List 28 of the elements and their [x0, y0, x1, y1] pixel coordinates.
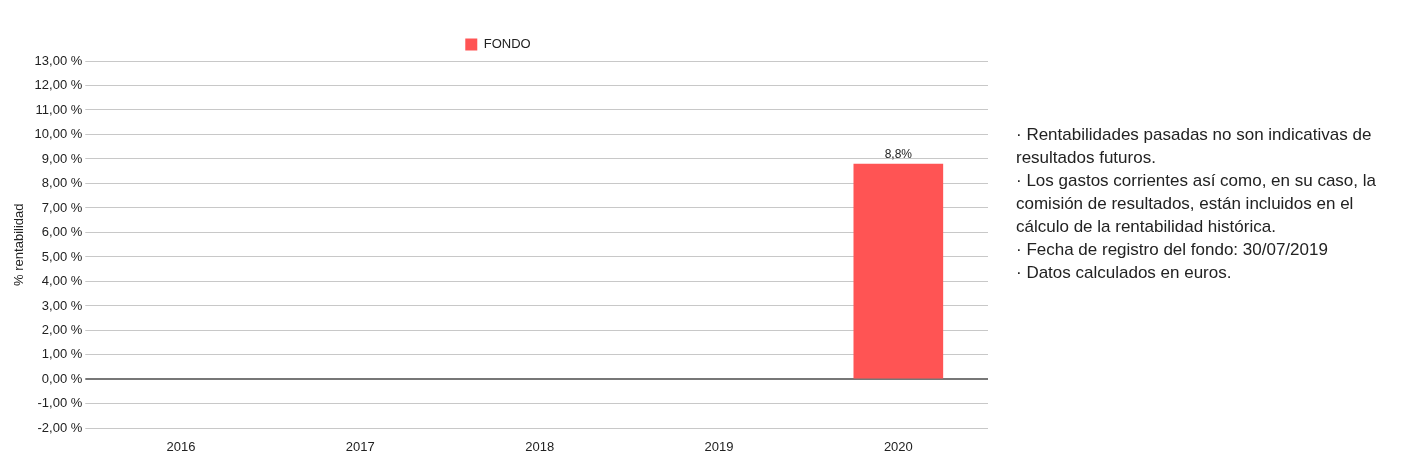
y-tick-label: 4,00 % [41, 273, 83, 289]
data-label: 8,8% [884, 147, 913, 162]
y-tick-label: -2,00 % [37, 419, 83, 435]
x-tick-label: 2016 [166, 438, 196, 454]
y-tick-label: 13,00 % [34, 52, 83, 68]
y-tick-label: 9,00 % [41, 150, 83, 166]
y-tick-label: 1,00 % [41, 346, 83, 362]
y-tick-label: 12,00 % [34, 77, 83, 93]
text: · Fecha de registro del fondo: 30/07/2019 [1016, 239, 1329, 261]
y-tick-label: 2,00 % [41, 322, 83, 337]
y-tick-label: 5,00 % [41, 248, 83, 264]
x-tick-label: 2019 [704, 438, 734, 454]
x-tick-label: 2020 [883, 438, 913, 454]
x-tick-label: 2018 [525, 438, 555, 454]
text: · Rentabilidades pasadas no son indicativas de resultados futuros. [1016, 124, 1373, 169]
legend-label: FONDO [483, 36, 531, 52]
text: · Datos calculados en euros. [1016, 262, 1233, 284]
text: · Los gastos corrientes así como, en su caso, la comisión de resultados, están incluidos en el cálculo de la rentabilidad histórica. [1016, 170, 1377, 238]
y-axis-title: % rentabilidad [11, 203, 27, 286]
y-tick-label: 11,00 % [35, 101, 83, 117]
y-tick-label: 0,00 % [41, 370, 83, 386]
y-tick-label: 8,00 % [41, 175, 83, 191]
y-tick-label: -1,00 % [37, 395, 83, 411]
y-tick-label: 3,00 % [41, 297, 83, 313]
y-tick-label: 10,00 % [34, 126, 83, 142]
y-tick-label: 6,00 % [41, 224, 83, 240]
x-tick-label: 2017 [345, 438, 375, 454]
y-tick-label: 7,00 % [41, 199, 83, 215]
